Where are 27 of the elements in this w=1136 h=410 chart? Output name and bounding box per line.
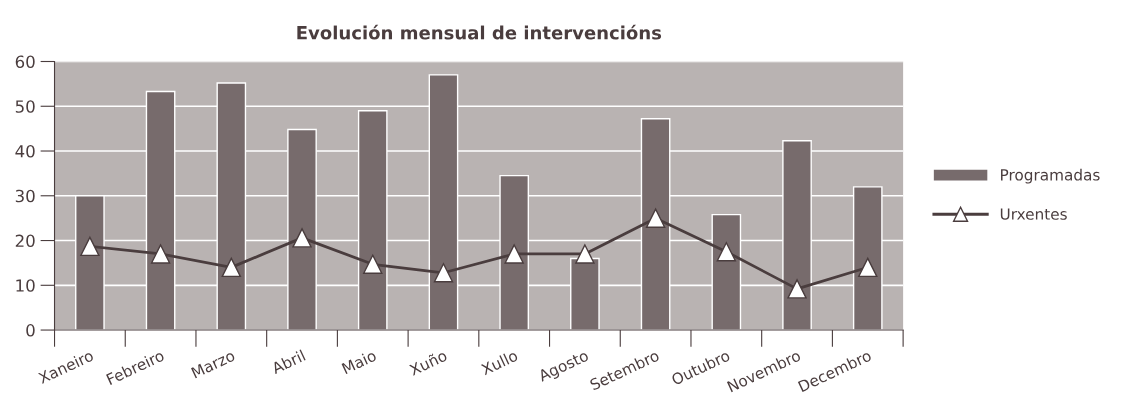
legend-label: Programadas [1001, 168, 1100, 184]
point [645, 208, 666, 228]
point [716, 241, 737, 262]
x-tick-label: Maio [341, 349, 377, 375]
point [433, 263, 454, 283]
point [150, 244, 171, 264]
chart-title: Evolución mensual de intervencións [297, 24, 662, 40]
x-tick-label: Marzo [191, 349, 236, 379]
x-tick-label: Abril [270, 349, 306, 375]
point [221, 257, 242, 278]
x-tick-label: Xuño [408, 348, 448, 376]
point [575, 244, 595, 264]
y-tick-label: 60 [15, 55, 35, 69]
point [80, 236, 100, 257]
point [787, 279, 807, 299]
y-tick-label: 50 [15, 100, 35, 113]
point [292, 228, 312, 248]
x-tick-label: Xullo [480, 349, 519, 376]
y-tick-label: 40 [15, 144, 35, 158]
y-tick-label: 0 [26, 324, 35, 337]
y-tick-label: 20 [15, 234, 35, 248]
point [363, 254, 383, 274]
legend-label: Urxentes [1000, 208, 1067, 220]
point [858, 257, 878, 278]
y-tick-label: 10 [16, 279, 35, 292]
point [504, 244, 524, 264]
y-tick-label: 30 [15, 189, 35, 203]
